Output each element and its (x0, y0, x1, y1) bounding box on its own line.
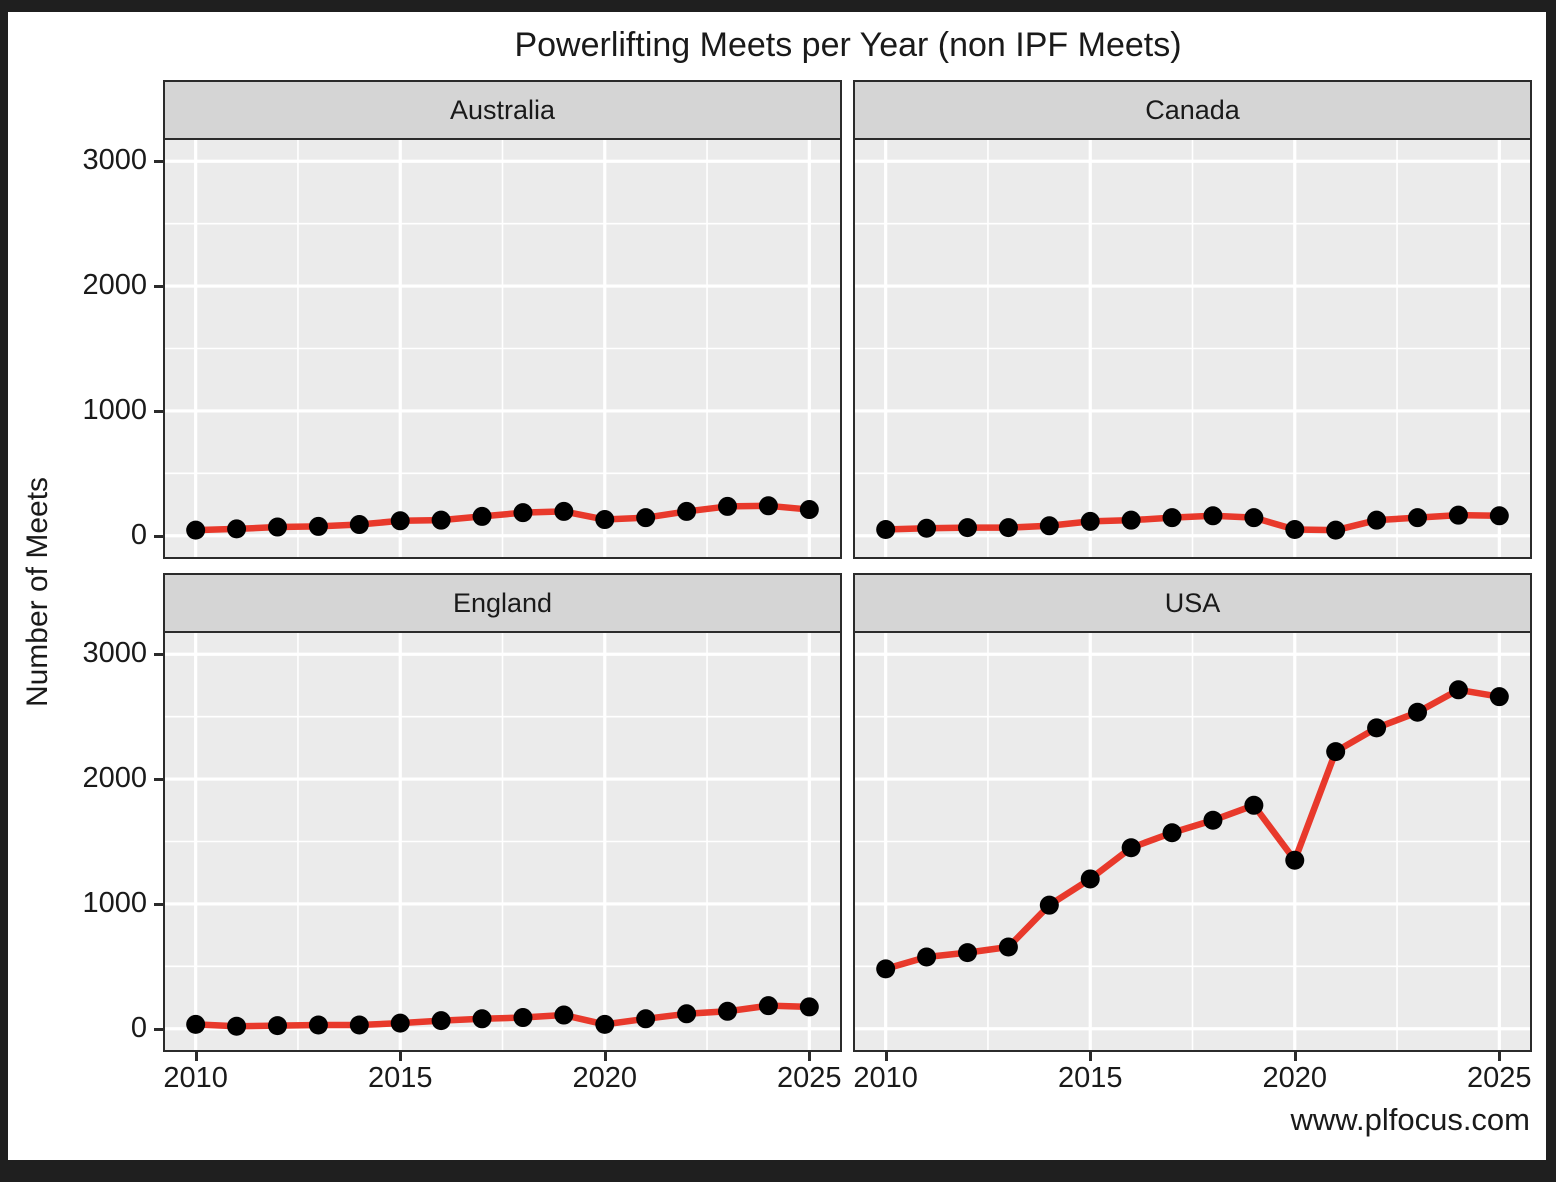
facet-panel-canada (853, 140, 1532, 559)
x-axis-tick-label: 2025 (1467, 1062, 1532, 1094)
usa-line-plot (855, 633, 1530, 1050)
x-axis-tick-mark (399, 1052, 403, 1061)
y-axis-tick-mark (154, 409, 163, 413)
x-axis-tick-mark (1498, 1052, 1502, 1061)
x-axis-tick-label: 2025 (777, 1062, 842, 1094)
x-axis-tick-mark (808, 1052, 812, 1061)
y-axis-tick-mark (154, 902, 163, 906)
england-line-plot (165, 633, 840, 1050)
x-axis-tick-mark (194, 1052, 198, 1061)
facet-grid: Australia 0 1000 2000 3000 Canada England (82, 80, 1532, 1094)
facet-panel-australia (163, 140, 842, 559)
facet-england: England 0 1000 2000 3000 2010 2015 2020 2025 (82, 573, 842, 1094)
australia-line-plot (165, 140, 840, 557)
canada-line-plot (855, 140, 1530, 557)
y-axis-tick-label: 0 (130, 1011, 147, 1044)
x-axis-tick-label: 2020 (572, 1062, 638, 1094)
x-axis-tick-label: 2015 (367, 1062, 433, 1094)
facet-label: Canada (1145, 94, 1240, 125)
x-axis-tick-mark (884, 1052, 888, 1061)
facet-panel-england (163, 633, 842, 1052)
x-axis-tick-mark (603, 1052, 607, 1061)
y-axis-tick-label: 1000 (82, 393, 147, 426)
y-axis-tick-mark (154, 534, 163, 538)
y-axis-tick-mark (154, 160, 163, 164)
x-axis-tick-label: 2020 (1262, 1062, 1328, 1094)
chart-title: Powerlifting Meets per Year (non IPF Mee… (514, 26, 1182, 64)
x-axis-tick-label: 2010 (853, 1062, 918, 1094)
facet-label: USA (1164, 587, 1221, 618)
x-axis-tick-label: 2015 (1057, 1062, 1123, 1094)
x-axis-tick-mark (1293, 1052, 1297, 1061)
watermark-url: www.plfocus.com (1290, 1102, 1530, 1137)
facet-usa: USA 2010 2015 2020 2025 (853, 573, 1532, 1094)
y-axis-tick-label: 0 (130, 518, 147, 551)
facet-strip-canada: Canada (853, 80, 1532, 140)
facet-strip-australia: Australia (163, 80, 842, 140)
x-axis-tick-label: 2010 (163, 1062, 228, 1094)
x-axis-tick-mark (1089, 1052, 1093, 1061)
facet-australia: Australia 0 1000 2000 3000 (82, 80, 842, 559)
y-axis-tick-label: 2000 (82, 762, 147, 795)
y-axis-title: Number of Meets (21, 476, 54, 708)
y-axis-tick-label: 3000 (82, 637, 147, 670)
y-axis-tick-mark (154, 1027, 163, 1031)
facet-label: Australia (449, 94, 556, 125)
y-axis-tick-label: 2000 (82, 269, 147, 302)
y-axis-tick-mark (154, 285, 163, 289)
y-axis-tick-label: 1000 (82, 886, 147, 919)
facet-canada: Canada (853, 80, 1532, 559)
y-axis-tick-label: 3000 (82, 144, 147, 177)
y-axis-tick-mark (154, 653, 163, 657)
facet-label: England (452, 587, 553, 618)
facet-strip-usa: USA (853, 573, 1532, 633)
facet-panel-usa (853, 633, 1532, 1052)
facet-strip-england: England (163, 573, 842, 633)
y-axis-tick-mark (154, 778, 163, 782)
chart-canvas: Powerlifting Meets per Year (non IPF Mee… (8, 12, 1546, 1160)
